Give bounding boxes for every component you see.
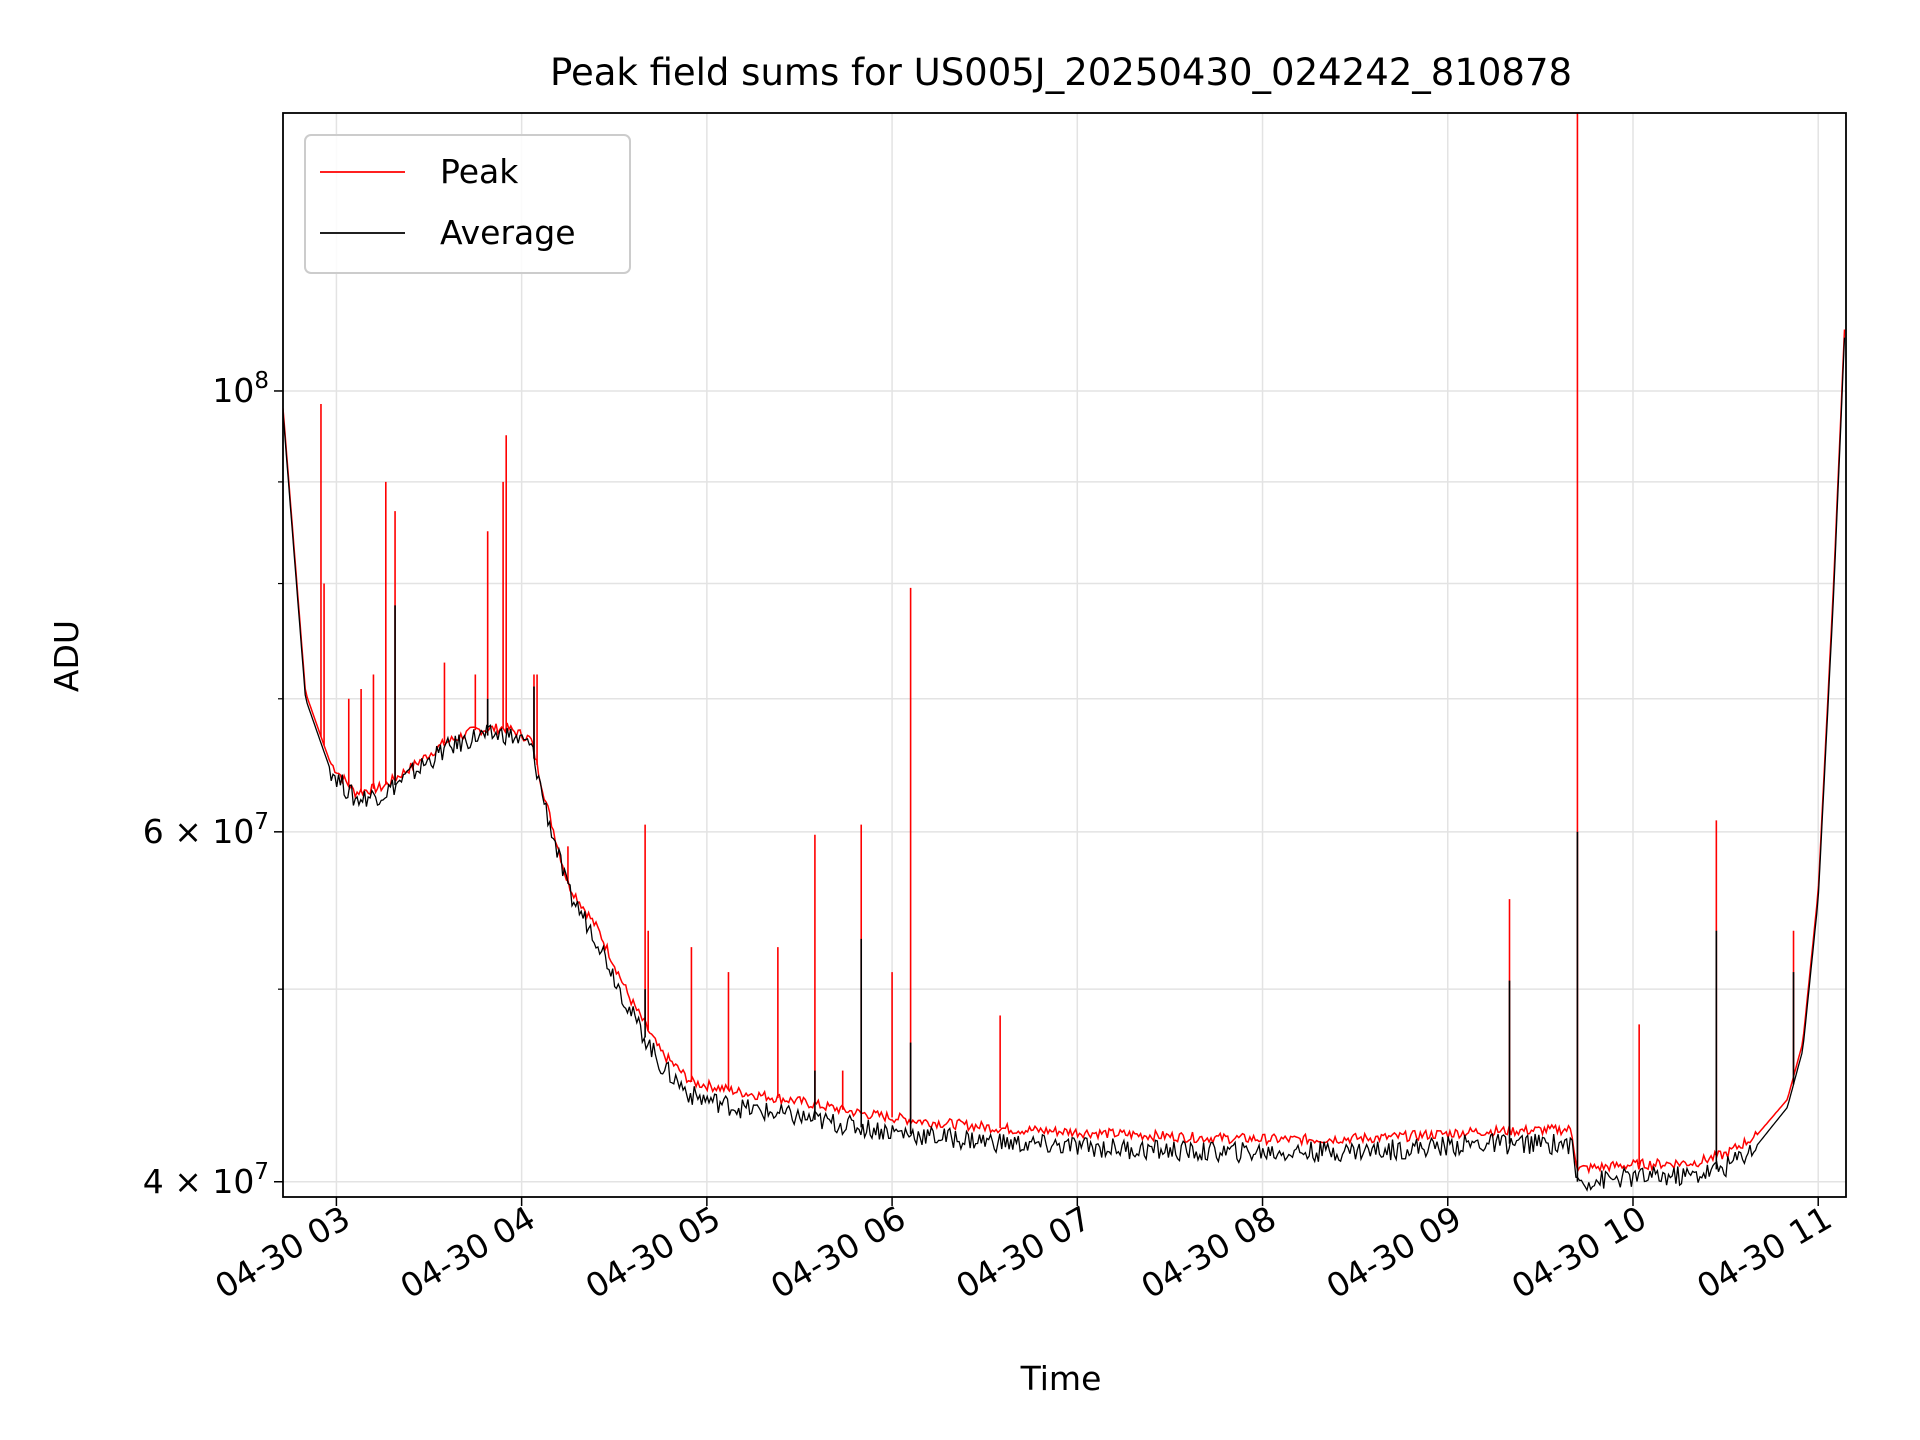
- y-tick-label: 6 × 107: [143, 809, 269, 851]
- y-tick-mantissa: 6 × 10: [143, 812, 255, 851]
- y-tick-mantissa: 4 × 10: [143, 1162, 255, 1201]
- legend: Peak Average: [304, 134, 631, 274]
- y-tick-mantissa: 10: [212, 371, 254, 410]
- legend-peak-label: Peak: [440, 152, 519, 191]
- legend-average-label: Average: [440, 213, 576, 252]
- chart-title: Peak field sums for US005J_20250430_0242…: [550, 51, 1572, 94]
- y-axis-label: ADU: [47, 620, 86, 692]
- y-tick-label: 108: [212, 368, 269, 410]
- y-tick-label: 4 × 107: [143, 1159, 269, 1201]
- series-line-average: [283, 337, 1846, 1192]
- y-tick-exponent: 7: [254, 809, 269, 835]
- y-tick-exponent: 8: [254, 368, 269, 394]
- x-axis-label: Time: [1020, 1359, 1102, 1398]
- series-layer: [283, 113, 1846, 1192]
- y-tick-exponent: 7: [254, 1159, 269, 1185]
- grid-lines: [283, 113, 1846, 1197]
- legend-box: [304, 134, 631, 274]
- series-line-peak: [283, 329, 1846, 1175]
- plot-frame: [282, 112, 1847, 1198]
